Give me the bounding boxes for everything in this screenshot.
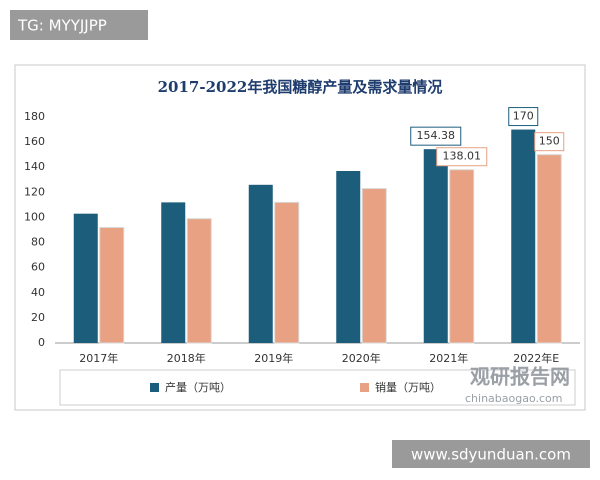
bar bbox=[73, 213, 98, 343]
x-tick-label: 2021年 bbox=[429, 351, 468, 365]
value-label-box bbox=[508, 107, 539, 127]
bar bbox=[449, 169, 475, 344]
top-tag-bg bbox=[10, 10, 148, 40]
y-tick-label: 160 bbox=[24, 135, 45, 148]
value-label: 154.38 bbox=[417, 129, 456, 142]
y-tick-label: 180 bbox=[24, 110, 45, 123]
x-tick-label: 2022年E bbox=[513, 351, 559, 365]
y-tick-label: 80 bbox=[31, 236, 45, 249]
x-tick-label: 2017年 bbox=[79, 351, 118, 365]
legend-swatch bbox=[360, 383, 369, 392]
watermark-site: chinabaogao.com bbox=[465, 392, 563, 405]
bar bbox=[511, 129, 536, 343]
value-label-box bbox=[534, 132, 565, 152]
y-tick-label: 100 bbox=[24, 210, 45, 223]
value-label-box bbox=[436, 147, 488, 167]
bar bbox=[186, 218, 212, 344]
top-tag: TG: MYYJJPP bbox=[17, 17, 107, 35]
bar bbox=[248, 184, 273, 343]
value-label: 138.01 bbox=[443, 150, 482, 163]
bar bbox=[423, 149, 448, 343]
bar bbox=[536, 154, 562, 344]
plot: 0 20 40 60 80 100 120 140 160 180 2017年 2018年 2019年 2… bbox=[24, 107, 580, 394]
legend-box bbox=[59, 369, 576, 406]
y-tick-label: 40 bbox=[31, 286, 45, 299]
bar bbox=[361, 188, 387, 344]
value-label: 150 bbox=[539, 135, 560, 148]
legend-swatch bbox=[150, 383, 159, 392]
y-tick-label: 140 bbox=[24, 160, 45, 173]
bar bbox=[99, 226, 125, 344]
y-tick-label: 20 bbox=[31, 311, 45, 324]
y-tick-label: 60 bbox=[31, 261, 45, 274]
bar bbox=[336, 170, 361, 343]
bar bbox=[274, 201, 300, 344]
watermark-logo: 观研报告网 bbox=[470, 365, 570, 389]
value-label-box bbox=[410, 126, 462, 146]
x-tick-label: 2019年 bbox=[254, 351, 293, 365]
legend-label: 产量（万吨） bbox=[165, 380, 231, 394]
value-label: 170 bbox=[513, 110, 534, 123]
bar bbox=[161, 202, 186, 343]
legend-label: 销量（万吨） bbox=[375, 380, 441, 394]
x-tick-label: 2018年 bbox=[167, 351, 206, 365]
y-tick-label: 120 bbox=[24, 185, 45, 198]
chart-title: 2017-2022年我国糖醇产量及需求量情况 bbox=[158, 78, 443, 96]
bottom-tag-bg bbox=[392, 440, 590, 468]
bottom-tag: www.sdyunduan.com bbox=[411, 446, 571, 464]
y-tick-label: 0 bbox=[38, 336, 45, 349]
x-tick-label: 2020年 bbox=[342, 351, 381, 365]
